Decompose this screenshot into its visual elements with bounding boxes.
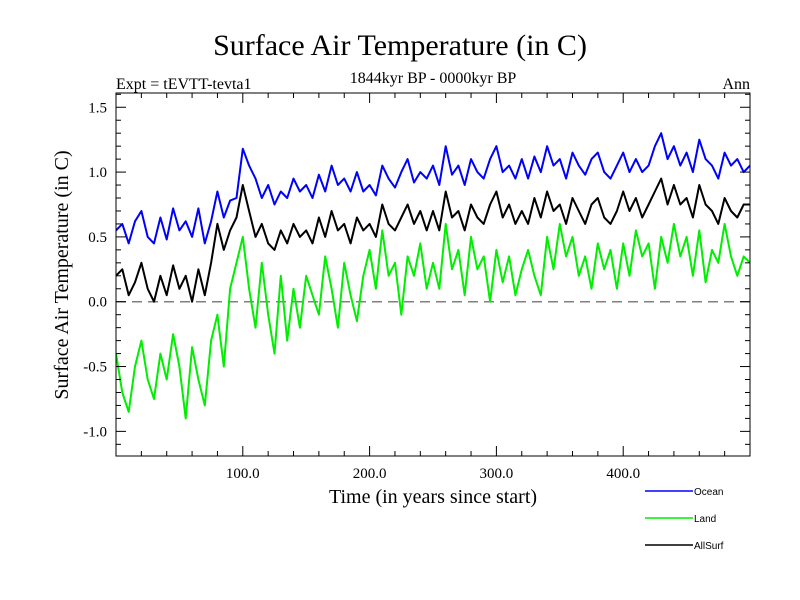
chart-title: Surface Air Temperature (in C) <box>213 29 587 62</box>
x-tick-label: 100.0 <box>226 466 260 482</box>
chart-subtitle: 1844kyr BP - 0000kyr BP <box>350 70 517 87</box>
series-line-ocean <box>116 132 750 245</box>
y-tick-label: 0.5 <box>88 230 107 246</box>
y-tick-label: 1.5 <box>88 100 107 116</box>
y-tick-label: 0.0 <box>88 295 107 311</box>
plot-frame <box>115 92 751 457</box>
x-tick-label: 400.0 <box>606 466 640 482</box>
x-tick-label: 300.0 <box>480 466 514 482</box>
x-axis-label: Time (in years since start) <box>329 486 537 508</box>
y-tick-label: -1.0 <box>83 424 107 440</box>
season-label: Ann <box>722 76 750 93</box>
experiment-label: Expt = tEVTT-tevta1 <box>116 76 252 93</box>
legend-label-allsurf: AllSurf <box>694 541 724 552</box>
y-tick-label: 1.0 <box>88 165 107 181</box>
series-line-land <box>116 222 750 420</box>
y-axis-label: Surface Air Temperature (in C) <box>51 150 73 399</box>
legend-label-ocean: Ocean <box>694 487 723 498</box>
legend-label-land: Land <box>694 514 716 525</box>
y-tick-label: -0.5 <box>83 360 107 376</box>
x-tick-label: 200.0 <box>353 466 387 482</box>
legend: Ocean Land AllSurf <box>645 487 724 552</box>
plot-area <box>115 92 751 457</box>
